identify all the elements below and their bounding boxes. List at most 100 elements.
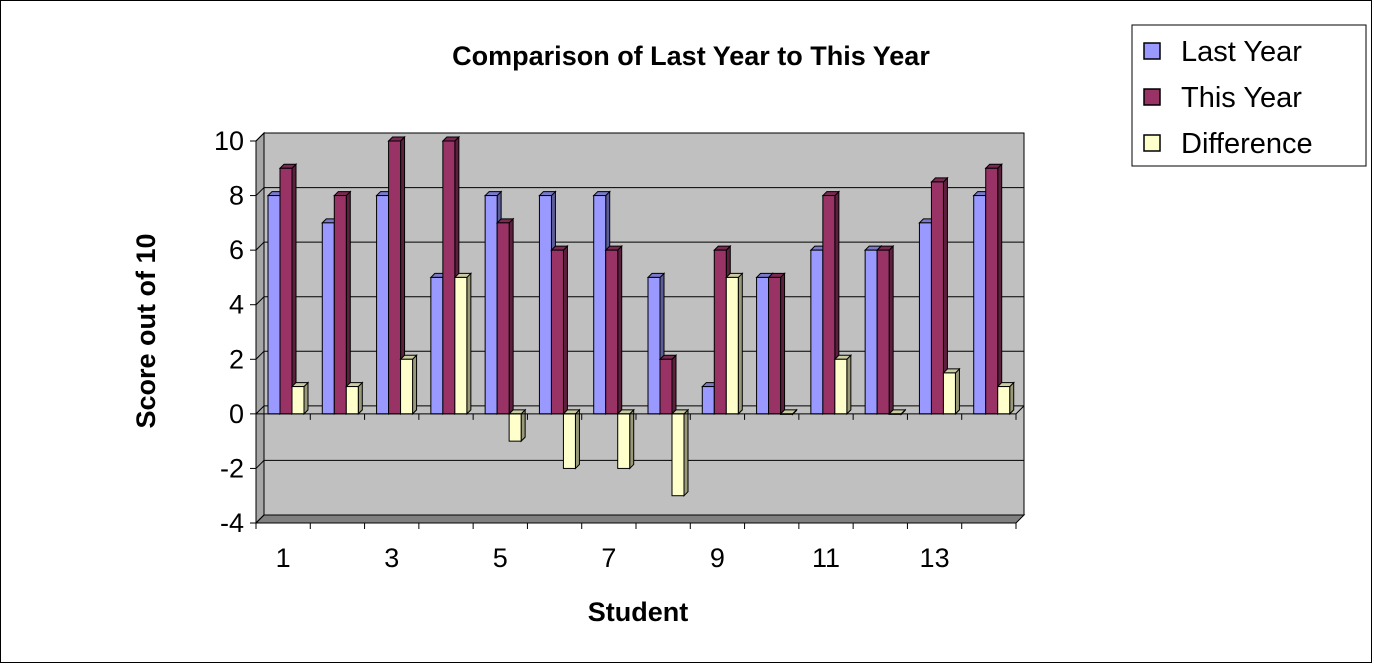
bar: [616, 408, 635, 470]
bar: [453, 272, 473, 416]
y-tick-labels: -4 -2 0 2 4 6 8 10: [214, 126, 244, 538]
y-tick-label: -4: [220, 508, 244, 538]
bar-side: [345, 190, 351, 416]
chart-title: Comparison of Last Year to This Year: [452, 41, 930, 71]
bar-side: [574, 408, 580, 470]
bar-side: [997, 163, 1003, 416]
bar-side: [508, 217, 514, 416]
bar-front: [701, 386, 715, 415]
bar-front: [942, 372, 956, 415]
y-tick-label: 2: [229, 344, 244, 374]
bar: [399, 354, 418, 416]
bar-front: [430, 276, 444, 415]
bar-side: [562, 244, 568, 416]
x-tick-labels: 1 3 5 7 9 11 13: [276, 543, 950, 573]
bar-front: [376, 195, 390, 415]
x-axis-title: Student: [588, 597, 689, 627]
bar-side: [683, 408, 689, 497]
bar-front: [973, 195, 987, 415]
bar-side: [412, 354, 418, 416]
bar-front: [985, 167, 999, 415]
bar-front: [267, 195, 281, 415]
legend-box: [1131, 24, 1367, 167]
bar-side: [671, 354, 677, 416]
legend-swatch: [1143, 42, 1161, 60]
bar-front: [659, 358, 673, 415]
legend-label: This Year: [1181, 82, 1302, 114]
bar: [604, 244, 623, 416]
bar: [942, 367, 961, 416]
x-tick-label: 9: [710, 543, 725, 573]
y-tick-label: 6: [229, 235, 244, 265]
bar: [833, 354, 853, 416]
legend: Last Year This Year Difference: [1131, 24, 1367, 167]
x-tick-label: 7: [601, 543, 616, 573]
bar-side: [466, 272, 472, 416]
bar-side: [291, 163, 297, 416]
bar-front: [930, 181, 944, 415]
bar-front: [496, 222, 510, 415]
bar-side: [780, 272, 786, 416]
bar-front: [388, 140, 402, 415]
bar-front: [550, 249, 564, 415]
bar-front: [454, 276, 468, 415]
bar-front: [279, 167, 293, 415]
bar-front: [333, 195, 347, 415]
bar-side: [737, 272, 743, 416]
plot-walls: [254, 131, 1026, 525]
bar-front: [810, 249, 824, 415]
bar-front: [647, 276, 661, 415]
bar: [767, 272, 786, 416]
bar-front: [593, 195, 607, 415]
bar-front: [876, 249, 890, 415]
bar-front: [756, 276, 770, 415]
bar-front: [562, 413, 576, 469]
bar-front: [725, 276, 739, 415]
bar-front: [918, 222, 932, 415]
gridline: [255, 187, 1024, 196]
y-tick-label: 4: [229, 290, 244, 320]
bar-front: [484, 195, 498, 415]
bar-front: [345, 386, 359, 415]
series-difference: [290, 272, 1015, 497]
bar-front: [291, 386, 305, 415]
bar: [658, 354, 678, 416]
bar-side: [357, 381, 363, 416]
bar: [345, 381, 364, 416]
bar-front: [713, 249, 727, 415]
gridline: [255, 241, 1024, 251]
legend-swatch: [1143, 134, 1161, 152]
gridline: [255, 132, 1024, 142]
y-tick-label: -2: [220, 453, 244, 483]
gridline: [255, 459, 1024, 469]
bar: [550, 244, 569, 416]
gridline: [255, 514, 1024, 524]
bar: [725, 272, 744, 416]
bar-front: [442, 140, 456, 415]
bar: [290, 381, 310, 416]
legend-label: Last Year: [1181, 36, 1302, 68]
bar: [495, 217, 515, 416]
bar-side: [303, 381, 309, 416]
bar-front: [400, 358, 414, 415]
bar-side: [1009, 381, 1015, 416]
bar-front: [321, 222, 335, 415]
legend-label: Difference: [1181, 128, 1313, 160]
bar: [333, 190, 352, 416]
bar: [984, 163, 1003, 416]
bar-front: [508, 413, 522, 442]
bar: [996, 381, 1015, 416]
y-tick-label: 0: [229, 399, 244, 429]
bar-front: [997, 386, 1011, 415]
bar: [875, 244, 895, 416]
y-axis-title: Score out of 10: [131, 233, 161, 428]
bar-front: [834, 358, 848, 415]
bar-series-group: [266, 135, 1015, 497]
bar-front: [671, 413, 685, 497]
bar-front: [768, 276, 782, 415]
bar-side: [629, 408, 635, 470]
bar: [670, 408, 690, 497]
bar-front: [605, 249, 619, 415]
